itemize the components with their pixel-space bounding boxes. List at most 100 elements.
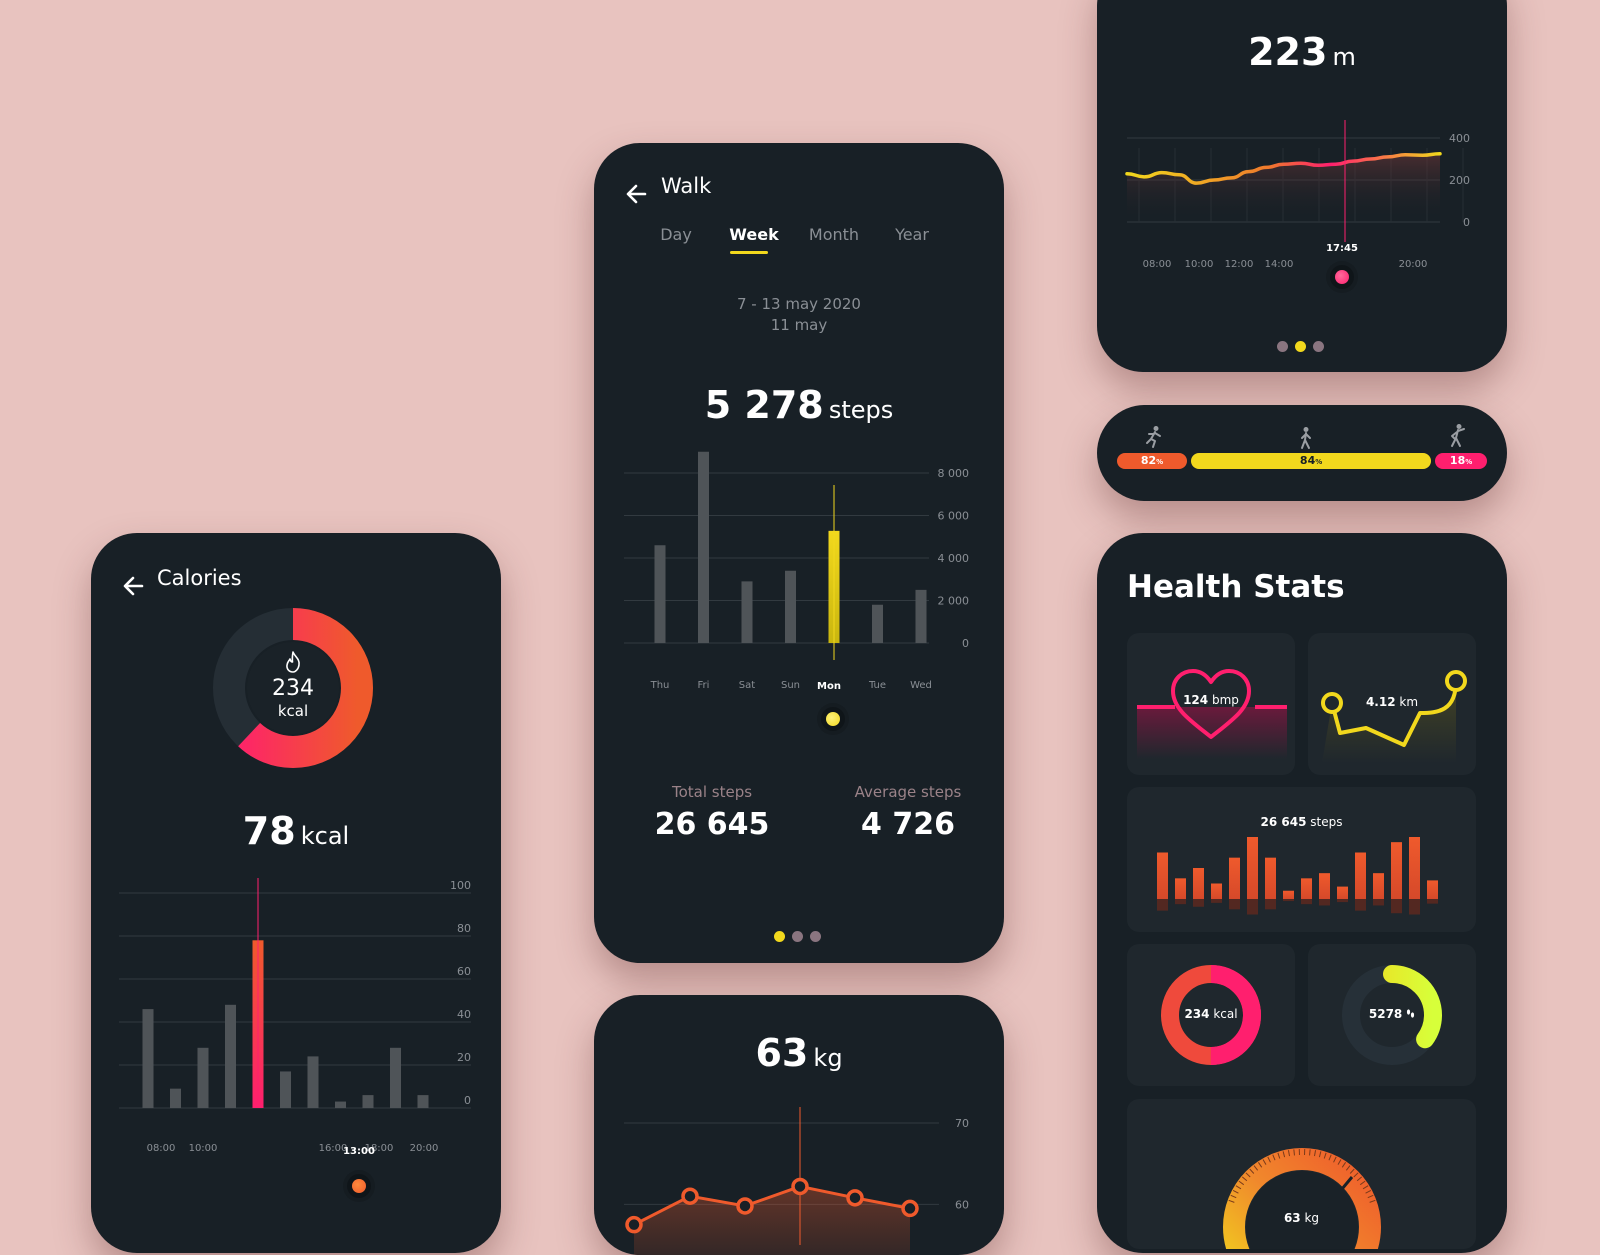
chart-scrubber-handle[interactable] xyxy=(1330,265,1354,289)
bar-reflection xyxy=(1157,899,1168,911)
page-indicator xyxy=(1277,341,1327,353)
y-tick-label: 400 xyxy=(1449,132,1470,145)
bar xyxy=(418,1095,429,1108)
chart-scrubber-handle[interactable] xyxy=(821,707,845,731)
period-tabs: Day Week Month Year xyxy=(594,225,1004,265)
bar xyxy=(1229,858,1240,899)
bar xyxy=(742,581,753,643)
page-dot[interactable] xyxy=(792,931,803,942)
value-unit: steps xyxy=(829,396,893,424)
page-dot[interactable] xyxy=(1277,341,1288,352)
activity-segment: 18% xyxy=(1435,453,1487,469)
tab-month[interactable]: Month xyxy=(794,225,874,244)
activity-segment-unit: % xyxy=(1156,458,1163,466)
altitude-value: 223 m xyxy=(1097,30,1507,74)
tab-day[interactable]: Day xyxy=(646,225,706,244)
flame-icon xyxy=(283,650,303,674)
gauge-tick xyxy=(1294,1149,1295,1155)
bar xyxy=(1301,878,1312,899)
heart-rate-number: 124 xyxy=(1183,693,1208,707)
distance-unit: km xyxy=(1399,695,1418,709)
x-tick-label: 20:00 xyxy=(1399,259,1428,270)
bar xyxy=(1211,884,1222,900)
bar-reflection xyxy=(1427,899,1438,904)
data-point xyxy=(627,1218,641,1232)
distance-number: 4.12 xyxy=(1366,695,1396,709)
bar xyxy=(698,452,709,643)
bar-reflection xyxy=(1355,899,1366,911)
page-dot-active[interactable] xyxy=(774,931,785,942)
y-tick-label: 8 000 xyxy=(938,467,970,480)
bar xyxy=(280,1071,291,1108)
total-steps-value: 26 645 xyxy=(612,807,812,842)
data-point xyxy=(848,1191,862,1205)
heart-rate-unit: bmp xyxy=(1212,693,1239,707)
bar xyxy=(1265,858,1276,899)
chart-scrubber-handle[interactable] xyxy=(347,1174,371,1198)
y-tick-label: 2 000 xyxy=(938,595,970,608)
weight-gauge-number: 63 xyxy=(1284,1211,1301,1225)
value-number: 78 xyxy=(243,809,296,853)
bar xyxy=(1319,873,1330,899)
x-tick-label: Wed xyxy=(910,680,932,691)
y-tick-label: 60 xyxy=(955,1198,969,1211)
bar xyxy=(390,1048,401,1108)
running-icon xyxy=(1143,425,1165,449)
value-unit: m xyxy=(1333,43,1356,71)
bar xyxy=(1283,891,1294,899)
x-tick-label: 12:00 xyxy=(1225,259,1254,270)
bar-reflection xyxy=(1265,899,1276,909)
y-tick-label: 200 xyxy=(1449,174,1470,187)
y-tick-label: 0 xyxy=(464,1094,471,1107)
activity-segment: 84% xyxy=(1191,453,1431,469)
bar-reflection xyxy=(1409,899,1420,915)
calories-ring: 234 kcal xyxy=(213,608,373,768)
page-dot[interactable] xyxy=(1313,341,1324,352)
x-tick-label: Tue xyxy=(868,680,886,691)
bar xyxy=(1157,853,1168,900)
ring-unit: kcal xyxy=(213,702,373,720)
page-title: Health Stats xyxy=(1127,569,1345,605)
weight-gauge-tile[interactable]: 63 kg xyxy=(1127,1099,1476,1249)
distance-tile[interactable]: 4.12 km xyxy=(1308,633,1476,775)
kcal-ring-tile[interactable]: 234 kcal xyxy=(1127,944,1295,1086)
bar xyxy=(335,1102,346,1108)
steps-mini-bars xyxy=(1127,787,1476,932)
back-button[interactable] xyxy=(119,571,149,601)
activity-split-card: 82%84%18% xyxy=(1097,405,1507,501)
y-tick-label: 60 xyxy=(457,965,471,978)
selected-day-label: Mon xyxy=(799,681,859,692)
scrubber-dot xyxy=(352,1179,366,1193)
heart-rate-value: 124 bmp xyxy=(1127,693,1295,707)
average-steps-value: 4 726 xyxy=(808,807,1004,842)
health-stats-card: Health Stats 124 bmp xyxy=(1097,533,1507,1253)
y-tick-label: 0 xyxy=(962,637,969,650)
steps-ring-value: 5278 xyxy=(1308,1007,1476,1021)
weight-gauge xyxy=(1127,1099,1476,1249)
bar xyxy=(872,605,883,643)
weight-value: 63 kg xyxy=(594,1031,1004,1075)
steps-bars-tile[interactable]: 26 645 steps xyxy=(1127,787,1476,932)
tab-week[interactable]: Week xyxy=(719,225,789,244)
heart-rate-tile[interactable]: 124 bmp xyxy=(1127,633,1295,775)
page-dot-active[interactable] xyxy=(1295,341,1306,352)
bar xyxy=(1193,868,1204,899)
page-indicator xyxy=(774,931,824,943)
bar xyxy=(785,571,796,643)
back-button[interactable] xyxy=(622,179,652,209)
bar xyxy=(1355,853,1366,900)
y-tick-label: 0 xyxy=(1463,216,1470,229)
bar xyxy=(916,590,927,643)
bar xyxy=(1175,878,1186,899)
y-tick-label: 70 xyxy=(955,1117,969,1130)
activity-segment-value: 84 xyxy=(1300,454,1315,467)
steps-ring-tile[interactable]: 5278 xyxy=(1308,944,1476,1086)
y-tick-label: 100 xyxy=(450,879,471,892)
page-dot[interactable] xyxy=(810,931,821,942)
page-title: Calories xyxy=(157,566,242,590)
bar xyxy=(225,1005,236,1108)
activity-segment-value: 18 xyxy=(1450,454,1465,467)
tab-year[interactable]: Year xyxy=(882,225,942,244)
